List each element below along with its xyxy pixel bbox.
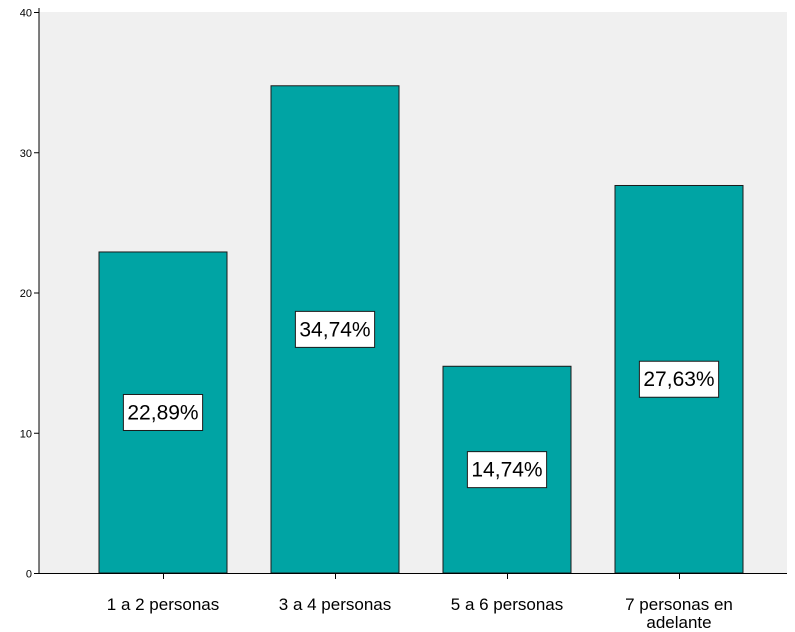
y-tick-label: 0 — [26, 569, 32, 581]
y-tick-label: 10 — [20, 428, 32, 440]
y-tick-label: 40 — [20, 8, 32, 20]
y-axis: 0 10 20 30 40 — [20, 8, 40, 581]
x-tick-label: 5 a 6 personas — [451, 595, 563, 614]
data-label-box — [294, 310, 376, 348]
y-tick-label: 30 — [20, 148, 32, 160]
data-label-4: 27,63% — [638, 360, 720, 398]
x-axis: 1 a 2 personas 3 a 4 personas 5 a 6 person… — [39, 573, 787, 632]
data-label-box — [466, 451, 548, 489]
data-label-text: 22,89% — [127, 401, 198, 424]
x-tick-label: 7 personas en — [625, 595, 733, 614]
x-tick-label: adelante — [646, 613, 711, 632]
data-label-3: 14,74% — [466, 451, 548, 489]
data-label-text: 34,74% — [299, 318, 370, 341]
data-labels-group: 22,89% 34,74% 14,74% 27,63% — [122, 310, 720, 489]
data-label-box — [638, 360, 720, 398]
data-label-1: 22,89% — [122, 393, 204, 431]
bar-1 — [98, 251, 228, 574]
data-label-text: 14,74% — [471, 459, 542, 482]
x-tick-label: 1 a 2 personas — [107, 595, 219, 614]
x-tick-label: 3 a 4 personas — [279, 595, 391, 614]
y-tick-label: 20 — [20, 288, 32, 300]
data-label-box — [122, 393, 204, 431]
data-label-text: 27,63% — [643, 368, 714, 391]
data-label-2: 34,74% — [294, 310, 376, 348]
